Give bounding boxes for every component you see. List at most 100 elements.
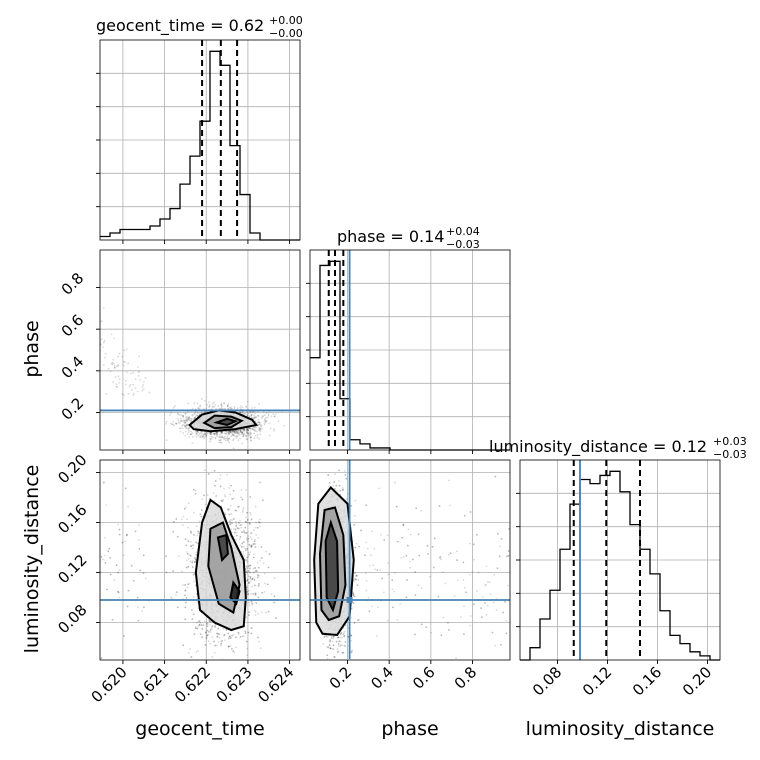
sample-point <box>209 438 212 441</box>
sample-point <box>191 566 194 568</box>
sample-point <box>91 306 93 308</box>
sample-point <box>229 430 232 433</box>
sample-point <box>234 528 237 531</box>
sample-point <box>355 575 358 577</box>
sample-point <box>207 401 210 403</box>
sample-point <box>240 433 243 436</box>
sample-point <box>245 579 248 582</box>
sample-point <box>40 260 42 262</box>
sample-point <box>176 535 179 538</box>
sample-point <box>259 428 262 431</box>
sample-point <box>250 592 252 595</box>
sample-point <box>246 578 249 581</box>
sample-point <box>124 487 127 490</box>
sample-point <box>247 570 250 572</box>
sample-point <box>354 546 357 549</box>
sample-point <box>247 537 250 540</box>
sample-point <box>251 602 253 605</box>
sample-point <box>97 345 99 347</box>
sample-point <box>102 307 105 309</box>
sample-point <box>83 543 85 545</box>
sample-point <box>232 430 235 433</box>
sample-point <box>480 607 483 610</box>
sample-point <box>130 389 133 391</box>
sample-point <box>86 318 88 320</box>
sample-point <box>206 633 209 636</box>
sample-point <box>234 430 237 432</box>
sample-point <box>231 648 233 650</box>
sample-point <box>258 583 261 586</box>
sample-point <box>186 586 189 589</box>
sample-point <box>251 427 254 430</box>
sample-point <box>186 418 189 421</box>
sample-point <box>81 310 83 312</box>
sample-point <box>76 309 78 311</box>
sample-point <box>273 415 276 418</box>
sample-point <box>228 432 231 435</box>
sample-point <box>190 531 193 534</box>
sample-point <box>246 556 249 559</box>
sample-point <box>220 642 223 645</box>
sample-point <box>247 631 250 634</box>
sample-point <box>185 427 187 429</box>
sample-point <box>189 530 192 533</box>
sample-point <box>232 650 235 653</box>
sample-point <box>197 407 200 409</box>
sample-point <box>199 432 202 434</box>
grid-lines <box>100 40 300 240</box>
sample-point <box>165 571 168 574</box>
sample-point <box>169 422 172 425</box>
sample-point <box>103 536 106 539</box>
sample-point <box>351 649 353 652</box>
sample-point <box>165 422 167 425</box>
sample-point <box>225 437 228 440</box>
sample-point <box>115 564 118 567</box>
sample-point <box>246 413 249 415</box>
sample-point <box>221 435 224 438</box>
sample-point <box>247 565 250 568</box>
sample-point <box>184 434 187 437</box>
sample-point <box>505 632 508 635</box>
sample-point <box>244 526 247 529</box>
sample-point <box>175 518 178 520</box>
sample-point <box>207 473 210 475</box>
sample-point <box>327 474 330 476</box>
sample-point <box>89 555 91 557</box>
sample-point <box>175 593 177 596</box>
sample-point <box>249 577 252 580</box>
sample-point <box>220 441 223 444</box>
x-axis-label-luminosity-distance: luminosity_distance <box>526 718 715 740</box>
sample-point <box>241 432 244 434</box>
sample-point <box>226 404 229 407</box>
sample-point <box>62 603 64 605</box>
sample-point <box>108 547 111 550</box>
sample-point <box>185 566 188 569</box>
sample-point <box>265 420 267 423</box>
sample-point <box>208 440 211 443</box>
sample-point <box>141 610 144 613</box>
sample-point <box>228 513 231 516</box>
sample-point <box>132 371 135 374</box>
sample-point <box>254 426 256 429</box>
sample-point <box>273 601 276 604</box>
sample-point <box>139 569 142 572</box>
histogram-luminosity-distance: 0.08 0.12 0.16 0.20 <box>516 459 721 699</box>
sample-point <box>98 352 100 354</box>
sample-point <box>248 614 250 617</box>
sample-point <box>242 545 245 548</box>
sample-point <box>136 366 139 368</box>
sample-point <box>83 598 85 600</box>
sample-point <box>248 553 251 556</box>
sample-point <box>39 282 41 284</box>
sample-point <box>406 544 409 547</box>
sample-point <box>138 355 140 358</box>
sample-point <box>233 429 236 432</box>
sample-point <box>238 431 241 434</box>
sample-point <box>128 385 131 388</box>
sample-point <box>204 631 207 634</box>
sample-point <box>169 414 171 416</box>
sample-point <box>227 508 229 511</box>
sample-point <box>86 326 88 328</box>
sample-point <box>252 593 255 595</box>
sample-point <box>185 544 188 547</box>
